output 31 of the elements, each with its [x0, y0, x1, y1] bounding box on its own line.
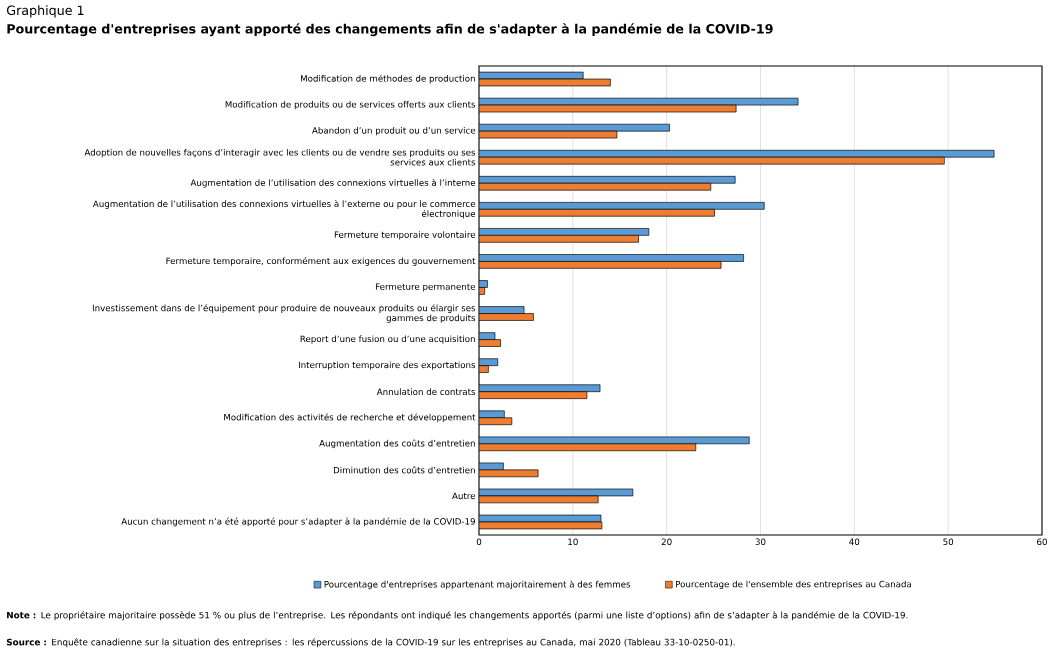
y-tick-label: Modification de méthodes de production: [301, 74, 475, 84]
y-tick-label: Fermeture permanente: [375, 283, 476, 292]
x-tick-label: 50: [943, 538, 954, 546]
y-tick-label: Aucun changement n’a été apporté pour s’adapter à la pandémie de la COVID-19: [121, 517, 475, 527]
x-tick-label: 10: [568, 538, 578, 546]
text: Source : Enquête canadienne sur la situation des entreprises : les répercussions de la COVID-19 sur les entreprises au Canada, mai 2020 (Tableau 33-10-0250-01).: [6, 638, 735, 648]
y-tick-label: Annulation de contrats: [376, 388, 476, 396]
y-tick-label: Fermeture temporaire volontaire: [334, 231, 476, 240]
y-tick-label: Report d’une fusion ou d’une acquisition: [300, 335, 475, 344]
y-tick-label: Investissement dans de l’équipement pour produire de nouveaux produits ou élargir ses gammes de produits: [92, 304, 476, 323]
y-tick-label: Augmentation de l’utilisation des connexions virtuelles à l’interne: [190, 178, 476, 188]
legend-label: Pourcentage d'entreprises appartenant majoritairement à des femmes: [324, 580, 631, 590]
text: Graphique 1: [6, 5, 84, 18]
x-tick-label: 0: [476, 538, 482, 546]
y-tick-label: Adoption de nouvelles façons d’interagir avec les clients ou de vendre ses produits ou ses services aux clients: [84, 148, 476, 166]
y-tick-label: Augmentation de l’utilisation des connexions virtuelles à l’externe ou pour le commerce électronique: [92, 200, 476, 219]
x-tick-label: 20: [661, 538, 672, 546]
y-tick-label: Diminution des coûts d’entretien: [333, 466, 475, 474]
legend-label: Pourcentage de l'ensemble des entreprises au Canada: [676, 580, 912, 590]
y-tick-label: Abandon d’un produit ou d’un service: [311, 126, 476, 136]
x-tick-label: 40: [849, 538, 860, 546]
chart-subtitle: Pourcentage d'entreprises ayant apporté des changements afin de s'adapter à la pandémie de la COVID-19: [7, 23, 773, 37]
x-tick-label: 60: [1037, 538, 1047, 546]
y-tick-label: Modification des activités de recherche et développement: [224, 413, 476, 423]
y-tick-label: Autre: [452, 492, 476, 500]
x-tick-label: 30: [755, 538, 766, 546]
y-tick-label: Modification de produits ou de services offerts aux clients: [225, 100, 476, 110]
y-tick-label: Interruption temporaire des exportations: [298, 361, 476, 370]
text: Note : Le propriétaire majoritaire possède 51 % ou plus de l’entreprise. Les répondants ont indiqué les changements apportés (parmi une liste d’options) afin de s’adapter à la pandémie de la COVID-19.: [7, 611, 908, 621]
y-tick-label: Fermeture temporaire, conformément aux exigences du gouvernement: [166, 257, 476, 266]
y-tick-label: Augmentation des coûts d’entretien: [319, 439, 475, 449]
